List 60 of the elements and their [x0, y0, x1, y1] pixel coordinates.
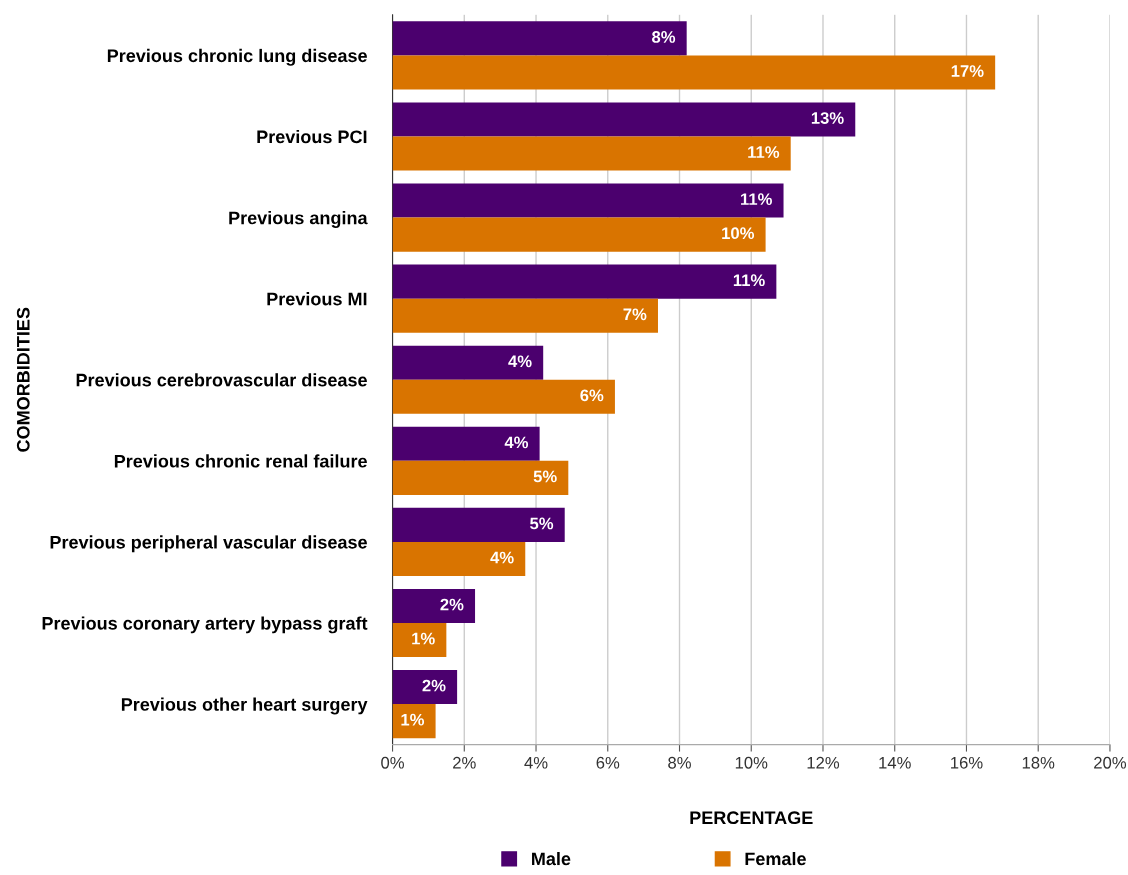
bar — [392, 588, 476, 623]
bar — [392, 183, 784, 218]
bar — [392, 379, 615, 414]
bar — [392, 217, 766, 252]
x-tick-label: 12% — [807, 756, 840, 769]
x-axis-title: PERCENTAGE — [690, 811, 813, 825]
y-tick-label: Previous MI — [267, 292, 367, 306]
data-label: 11% — [733, 274, 765, 287]
x-tick-label: 4% — [524, 756, 548, 769]
bar — [392, 623, 447, 658]
data-label: 11% — [748, 146, 780, 158]
bar — [392, 541, 526, 576]
y-tick-label: Previous angina — [229, 211, 368, 228]
data-label: 7% — [623, 308, 647, 321]
data-label: 4% — [490, 551, 514, 564]
bar — [392, 298, 658, 333]
bar — [392, 507, 565, 542]
x-tick-label: 6% — [596, 756, 620, 769]
data-label: 6% — [580, 389, 604, 402]
data-label: 2% — [422, 679, 446, 692]
x-tick-label: 16% — [951, 756, 983, 769]
data-label: 1% — [401, 713, 425, 726]
data-label: 5% — [530, 517, 554, 530]
data-label: 5% — [533, 470, 557, 483]
y-axis-title: COMORBIDITIES — [16, 307, 30, 452]
bar — [392, 704, 436, 739]
bar — [392, 264, 777, 299]
bar — [392, 345, 544, 380]
bar — [392, 136, 791, 171]
bar — [392, 670, 458, 705]
data-label: 11% — [741, 193, 772, 205]
y-tick-label: Previous chronic lung disease — [107, 48, 367, 66]
y-tick-label: Previous peripheral vascular disease — [50, 535, 367, 553]
x-tick-label: 2% — [453, 756, 476, 769]
bar — [392, 102, 856, 137]
data-label: 8% — [652, 31, 676, 43]
x-tick-label: 20% — [1094, 756, 1127, 769]
data-label: 13% — [811, 112, 844, 124]
x-tick-label: 8% — [668, 756, 691, 769]
y-tick-label: Previous other heart surgery — [121, 697, 368, 715]
bar — [392, 21, 687, 56]
x-tick-label: 18% — [1022, 756, 1055, 769]
y-tick-label: Previous PCI — [257, 129, 367, 144]
x-tick-label: 0% — [381, 756, 404, 769]
bar — [392, 460, 569, 495]
y-tick-label: Previous chronic renal failure — [114, 454, 367, 468]
y-tick-label: Previous cerebrovascular disease — [76, 373, 367, 387]
x-tick-label: 14% — [879, 756, 911, 769]
legend-label: Female — [745, 851, 806, 866]
data-label: 2% — [440, 598, 464, 611]
data-label: 10% — [722, 227, 755, 240]
data-label: 4% — [508, 355, 532, 368]
y-tick-label: Previous coronary artery bypass graft — [42, 616, 368, 634]
bar — [392, 426, 540, 461]
legend-label: Male — [532, 851, 571, 866]
data-label: 1% — [412, 632, 435, 645]
data-label: 17% — [951, 65, 984, 77]
data-label: 4% — [504, 436, 529, 449]
bar — [392, 55, 996, 90]
x-tick-label: 10% — [735, 756, 768, 769]
